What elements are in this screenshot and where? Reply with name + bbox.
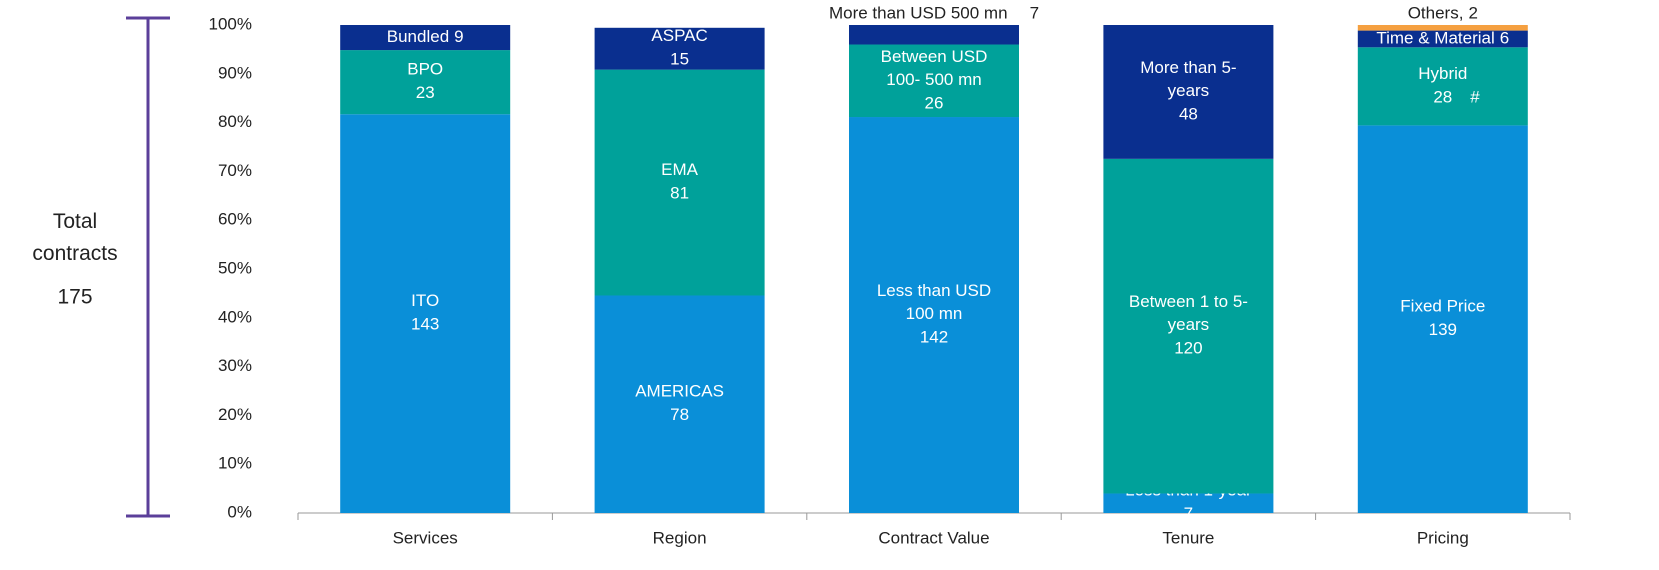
segment-name: More than 5-years [1140,58,1236,100]
y-tick-label: 60% [218,210,252,229]
segment-name: Between USD 100- 500 mn [881,47,988,89]
segment-value: 26 [925,93,944,112]
y-tick-label: 80% [218,112,252,131]
segment-value: 15 [670,50,689,69]
segment-name: Less than USD 100 mn [877,281,991,323]
y-tick-label: 100% [209,14,252,33]
bar-segment [849,44,1019,118]
y-tick-label: 40% [218,307,252,326]
bar-segment [594,295,765,513]
x-tick-label: Services [393,528,458,547]
bar-segment [849,25,1019,45]
y-tick-label: 70% [218,161,252,180]
segment-name: Time & Material [1376,28,1494,47]
segment-name: More than USD 500 mn [829,3,1008,22]
segment-name: AMERICAS [635,382,724,401]
total-value: 175 [57,286,92,309]
segment-value: 9 [454,27,463,46]
bar-segment [1357,47,1528,126]
y-tick-label: 10% [218,454,252,473]
segment-value: 7 [1030,3,1039,22]
y-tick-label: 20% [218,405,252,424]
segment-name: ASPAC [651,27,707,46]
x-tick-label: Pricing [1417,528,1469,547]
segment-value: 48 [1179,104,1198,123]
bar-segment [1357,125,1528,513]
total-label: Total contracts [32,210,117,265]
segment-value: 28 [1433,87,1452,106]
total-bracket [126,16,170,518]
segment-value: 6 [1500,28,1509,47]
bar-segment [340,50,511,115]
bar-segment [849,117,1019,513]
x-tick-label: Contract Value [878,528,989,547]
x-tick-label: Region [653,528,707,547]
segment-value: 143 [411,315,439,334]
bar-segment [340,114,511,513]
bar-segment [594,69,765,296]
y-tick-label: 50% [218,258,252,277]
segment-name: Between 1 to 5-years [1129,293,1248,335]
segment-value: 2 [1468,3,1477,22]
segment-value: 23 [416,83,435,102]
bar-segment [1357,30,1528,48]
x-tick-label: Tenure [1162,528,1214,547]
segment-name: EMA [661,161,699,180]
segment-name: Hybrid [1418,64,1467,83]
bar-segment [1103,158,1274,494]
segment-value: 81 [670,184,689,203]
y-tick-label: 90% [218,63,252,82]
segment-value: 7 [1184,504,1193,523]
segment-name: BPO [407,60,443,79]
segment-value: 78 [670,405,689,424]
segment-name: Fixed Price [1400,297,1485,316]
segment-value: 142 [920,327,948,346]
segment-value: 120 [1174,339,1202,358]
segment-value: 139 [1429,320,1457,339]
bar-segment [594,27,765,70]
bar-segment [1103,493,1274,513]
bar-segment [1357,25,1528,31]
y-tick-label: 30% [218,356,252,375]
bar-segment [1103,25,1274,159]
segment-name: Bundled [387,27,449,46]
segment-name: ITO [411,292,439,311]
bar-segment [340,25,511,51]
segment-note: # [1470,87,1480,106]
segment-name: Others, [1408,3,1464,22]
y-tick-label: 0% [227,502,252,521]
